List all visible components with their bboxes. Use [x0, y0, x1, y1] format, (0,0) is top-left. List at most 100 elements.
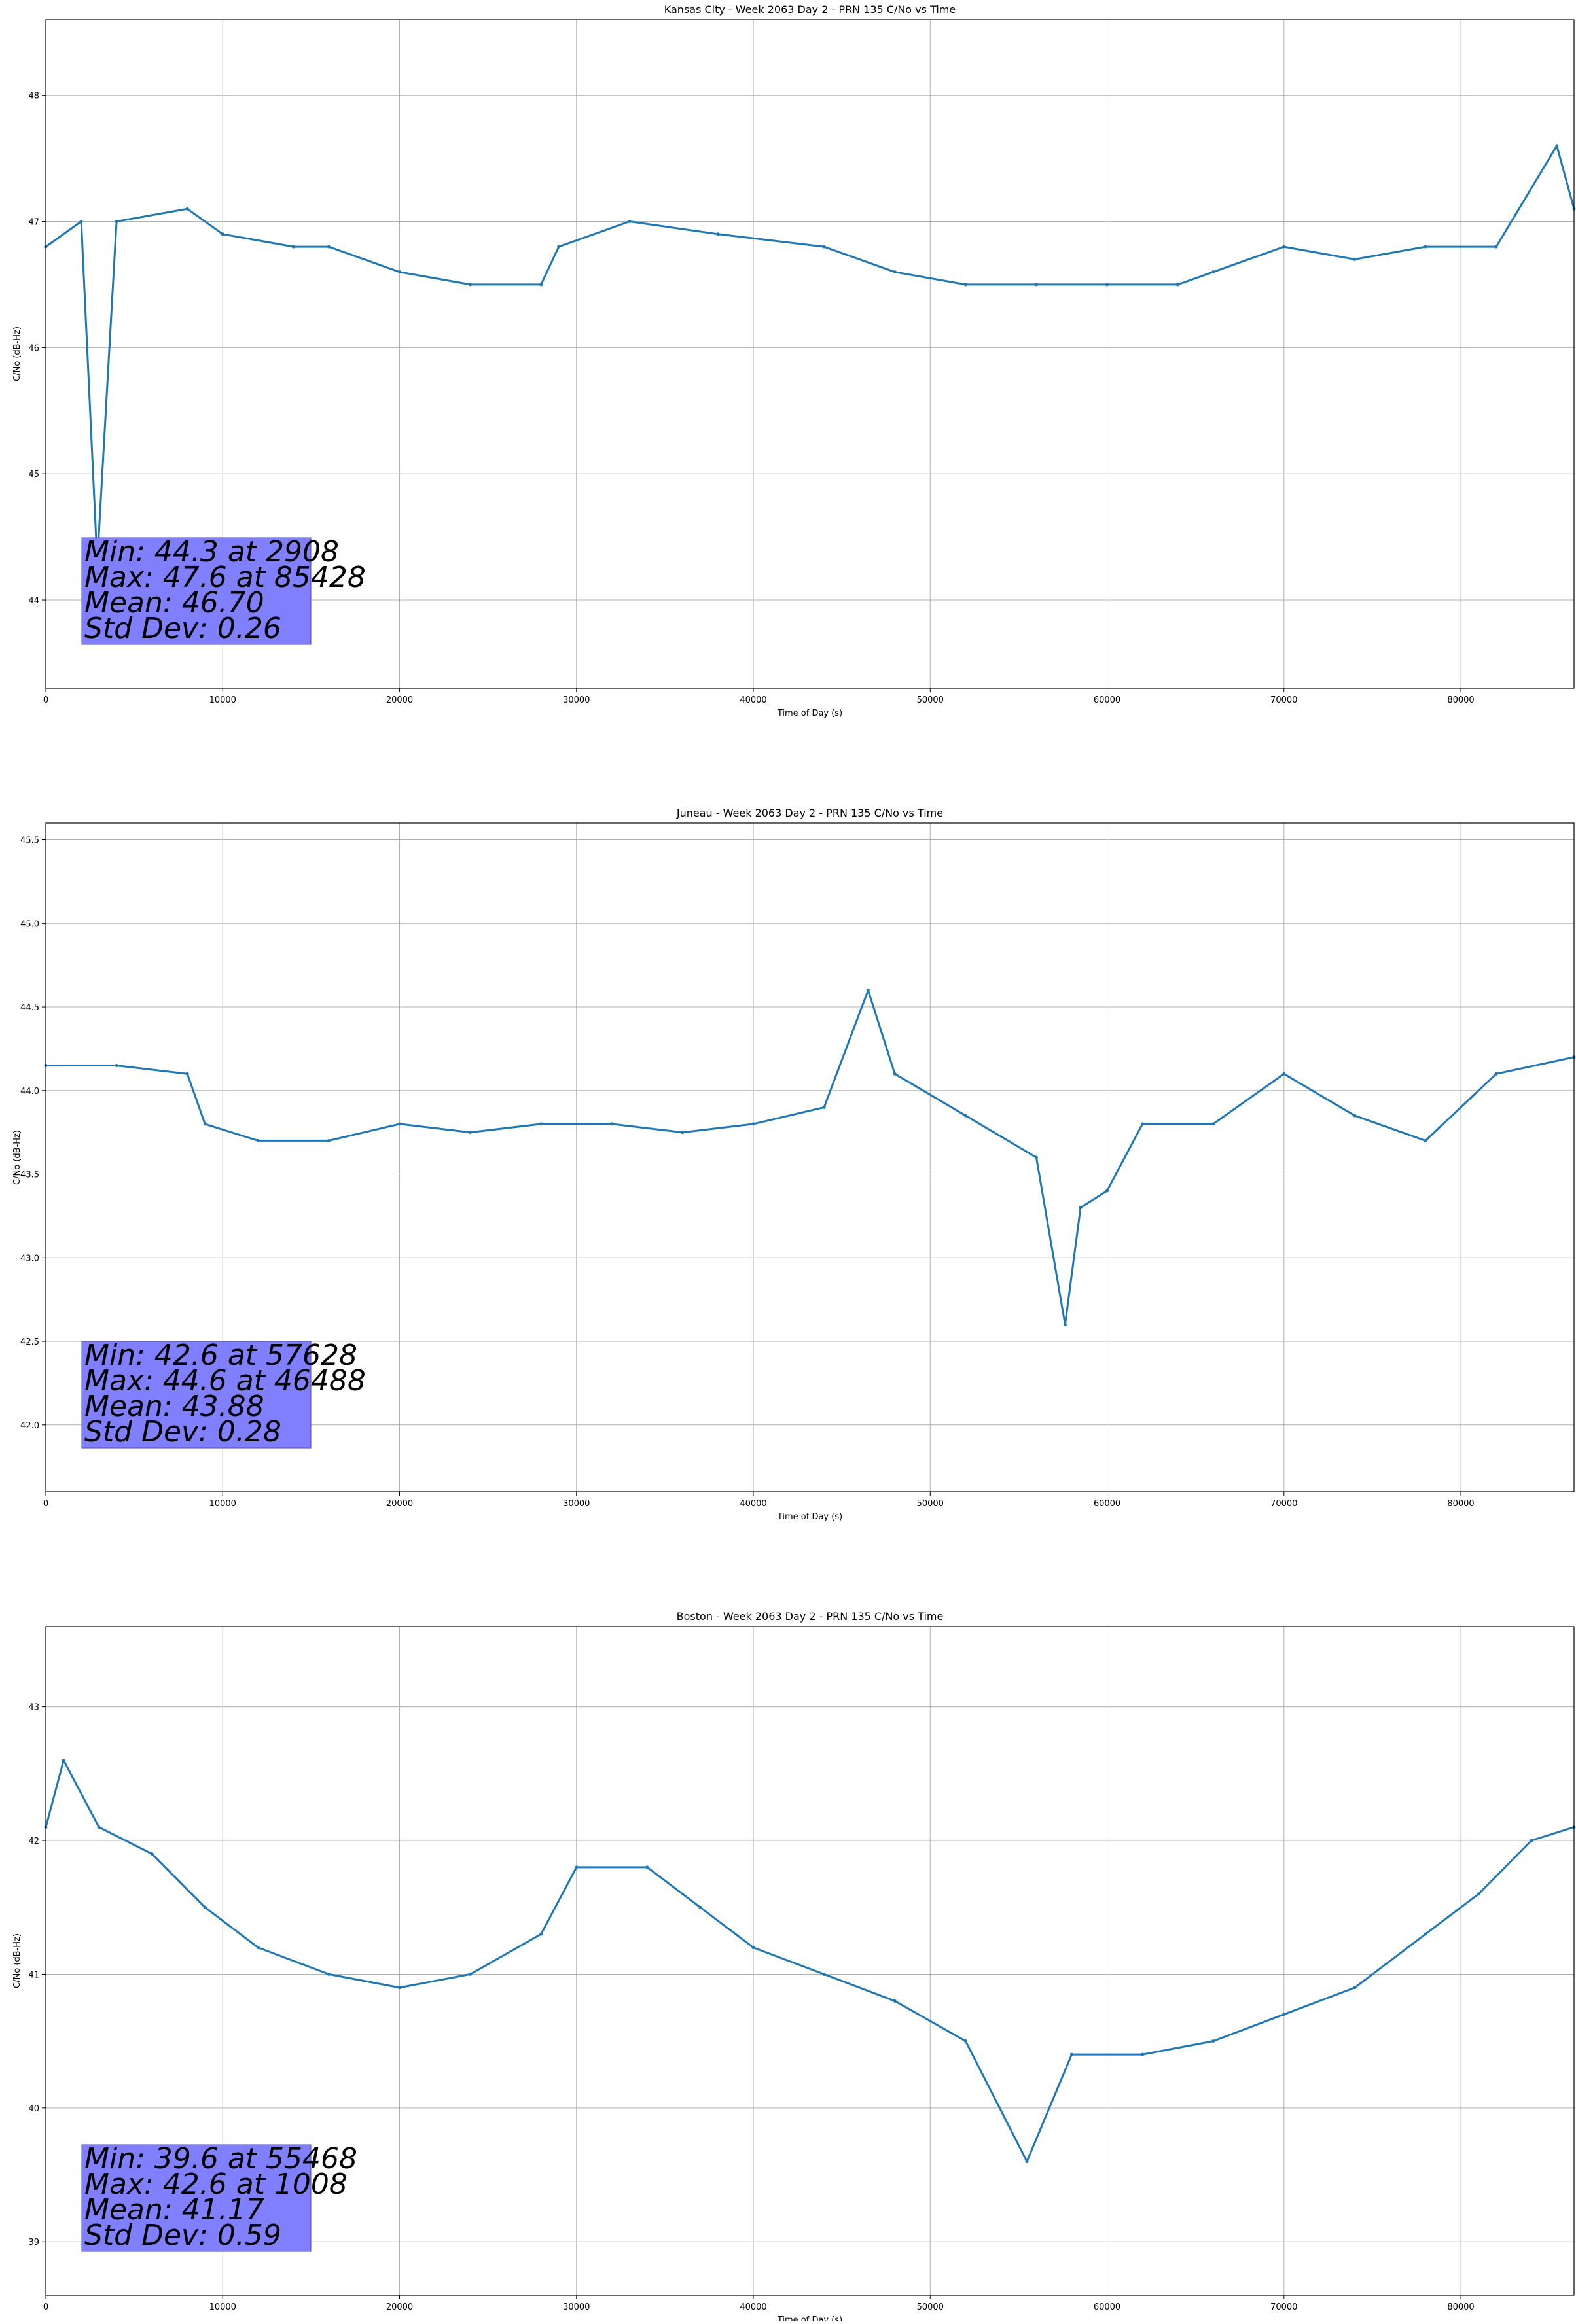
- data-point: [115, 1063, 118, 1067]
- data-point: [610, 1122, 614, 1126]
- y-tick-label: 45: [28, 470, 39, 480]
- data-point: [645, 1865, 649, 1869]
- x-tick-label: 60000: [1094, 1499, 1120, 1509]
- data-point: [185, 207, 189, 211]
- data-point: [1353, 1986, 1357, 1990]
- data-point: [469, 1131, 473, 1135]
- y-tick-label: 42.5: [20, 1337, 39, 1347]
- y-tick-label: 48: [28, 92, 39, 101]
- stats-line: Min: 44.3 at 2908: [84, 535, 339, 569]
- data-point: [398, 270, 402, 274]
- stats-line: Mean: 46.70: [84, 586, 264, 620]
- data-point: [539, 1122, 543, 1126]
- data-point: [221, 232, 224, 236]
- data-point: [716, 232, 720, 236]
- stats-line: Max: 47.6 at 85428: [84, 561, 366, 594]
- x-tick-label: 10000: [209, 2302, 236, 2312]
- x-tick-label: 70000: [1270, 1499, 1297, 1509]
- x-axis-label: Time of Day (s): [777, 709, 842, 718]
- y-axis-label: C/No (dB-Hz): [12, 326, 22, 381]
- x-tick-label: 80000: [1447, 2302, 1474, 2312]
- data-point: [398, 1122, 402, 1126]
- data-point: [539, 283, 543, 287]
- y-axis-label: C/No (dB-Hz): [12, 1130, 22, 1185]
- stats-line: Min: 42.6 at 57628: [84, 1339, 357, 1372]
- x-tick-label: 20000: [386, 1499, 413, 1509]
- data-point: [1025, 2160, 1029, 2164]
- chart-panel-2: 0 10000 20000 30000 40000 50000 60000 70000 8000…: [12, 807, 1576, 1522]
- data-point: [1069, 2052, 1073, 2056]
- data-point: [822, 245, 826, 249]
- stats-line: Min: 39.6 at 55468: [84, 2142, 357, 2175]
- y-tick-label: 46: [28, 343, 39, 353]
- stats-line: Max: 44.6 at 46488: [84, 1364, 366, 1398]
- x-tick-label: 0: [43, 1499, 48, 1509]
- data-point: [1494, 245, 1498, 249]
- data-point: [1424, 245, 1427, 249]
- data-point: [1211, 1122, 1215, 1126]
- data-point: [1424, 1932, 1427, 1936]
- x-tick-label: 60000: [1094, 2302, 1120, 2312]
- data-point: [203, 1122, 207, 1126]
- data-point: [1211, 270, 1215, 274]
- stats-line: Std Dev: 0.59: [84, 2219, 281, 2252]
- y-tick-label: 44: [28, 596, 39, 606]
- chart-panel-1: 0 10000 20000 30000 40000 50000 60000 70000 8000…: [12, 3, 1576, 718]
- data-point: [1105, 1189, 1109, 1193]
- data-point: [327, 1972, 331, 1976]
- y-tick-label: 42: [28, 1837, 39, 1846]
- y-tick-label: 47: [28, 218, 39, 228]
- x-tick-label: 0: [43, 695, 48, 705]
- data-point: [398, 1986, 402, 1990]
- data-point: [1282, 1072, 1286, 1076]
- data-point: [575, 1865, 579, 1869]
- y-tick-label: 43.0: [20, 1254, 39, 1263]
- x-tick-label: 30000: [563, 2302, 590, 2312]
- x-tick-label: 50000: [917, 695, 944, 705]
- chart-title: Juneau - Week 2063 Day 2 - PRN 135 C/No …: [676, 807, 943, 819]
- data-point: [185, 1072, 189, 1076]
- data-point: [1555, 144, 1559, 148]
- x-tick-label: 70000: [1270, 695, 1297, 705]
- data-point: [1282, 2013, 1286, 2016]
- y-tick-label: 41: [28, 1970, 39, 1980]
- data-point: [1063, 1323, 1067, 1326]
- data-point: [963, 283, 967, 287]
- data-point: [1034, 1155, 1038, 1159]
- x-tick-label: 50000: [917, 1499, 944, 1509]
- y-tick-label: 44.0: [20, 1087, 39, 1097]
- data-point: [327, 245, 331, 249]
- plot-frame: [45, 1626, 1575, 2296]
- data-point: [1141, 2052, 1145, 2056]
- data-point: [256, 1946, 260, 1950]
- x-tick-label: 30000: [563, 1499, 590, 1509]
- plot-frame: [45, 822, 1575, 1492]
- data-point: [1211, 2039, 1215, 2043]
- x-tick-label: 80000: [1447, 1499, 1474, 1509]
- x-tick-label: 20000: [386, 695, 413, 705]
- plot-frame: [45, 19, 1575, 689]
- data-point: [822, 1972, 826, 1976]
- y-tick-label: 45.0: [20, 919, 39, 929]
- y-tick-label: 39: [28, 2238, 39, 2247]
- data-point: [327, 1138, 331, 1142]
- stats-line: Max: 42.6 at 1008: [84, 2168, 348, 2201]
- y-tick-label: 45.5: [20, 836, 39, 846]
- data-point: [1105, 283, 1109, 287]
- x-tick-label: 20000: [386, 2302, 413, 2312]
- data-point: [1494, 1072, 1498, 1076]
- data-point: [539, 1932, 543, 1936]
- y-tick-label: 42.0: [20, 1421, 39, 1431]
- chart-title: Boston - Week 2063 Day 2 - PRN 135 C/No …: [677, 1610, 944, 1623]
- data-point: [1079, 1206, 1083, 1210]
- data-point: [893, 1999, 897, 2003]
- y-tick-label: 40: [28, 2104, 39, 2114]
- y-axis-label: C/No (dB-Hz): [12, 1933, 22, 1988]
- x-tick-label: 10000: [209, 1499, 236, 1509]
- x-axis-label: Time of Day (s): [777, 2315, 842, 2321]
